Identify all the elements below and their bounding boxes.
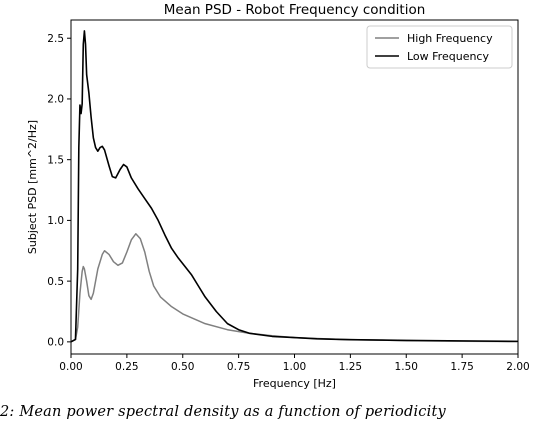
plot-area-frame: [70, 19, 519, 355]
x-tick-label: 1.00: [283, 361, 306, 373]
x-axis-ticks: 0.00 0.25 0.50 0.75 1.00 1.25 1.50 1.75 2.00: [59, 354, 530, 373]
series-line-high-frequency: [70, 233, 519, 343]
series-line-low-frequency: [70, 30, 519, 343]
y-tick-label: 0.5: [47, 276, 64, 288]
legend: High Frequency Low Frequency: [366, 25, 513, 69]
legend-label-high-frequency: High Frequency: [407, 32, 493, 45]
psd-chart: Mean PSD - Robot Frequency condition 0.0…: [26, 2, 530, 390]
figure-caption: 2: Mean power spectral density as a func…: [0, 404, 446, 420]
y-axis-ticks: 0.0 0.5 1.0 1.5 2.0 2.5: [47, 33, 71, 349]
x-tick-label: 0.75: [227, 361, 250, 373]
y-tick-label: 0.0: [47, 337, 64, 349]
legend-box: [366, 25, 513, 69]
legend-label-low-frequency: Low Frequency: [407, 50, 489, 63]
x-tick-label: 1.75: [450, 361, 473, 373]
x-tick-label: 0.00: [59, 361, 82, 373]
x-tick-label: 2.00: [506, 361, 529, 373]
y-axis-label: Subject PSD [mm^2/Hz]: [26, 120, 39, 254]
x-tick-label: 0.50: [171, 361, 194, 373]
x-tick-label: 0.25: [115, 361, 138, 373]
y-tick-label: 1.5: [47, 154, 64, 166]
x-tick-label: 1.50: [395, 361, 418, 373]
x-axis-label: Frequency [Hz]: [253, 377, 336, 390]
x-tick-label: 1.25: [339, 361, 362, 373]
y-tick-label: 2.0: [47, 94, 64, 106]
y-tick-label: 2.5: [47, 33, 64, 45]
series-layer: [70, 30, 519, 343]
chart-title: Mean PSD - Robot Frequency condition: [164, 2, 426, 18]
y-tick-label: 1.0: [47, 215, 64, 227]
